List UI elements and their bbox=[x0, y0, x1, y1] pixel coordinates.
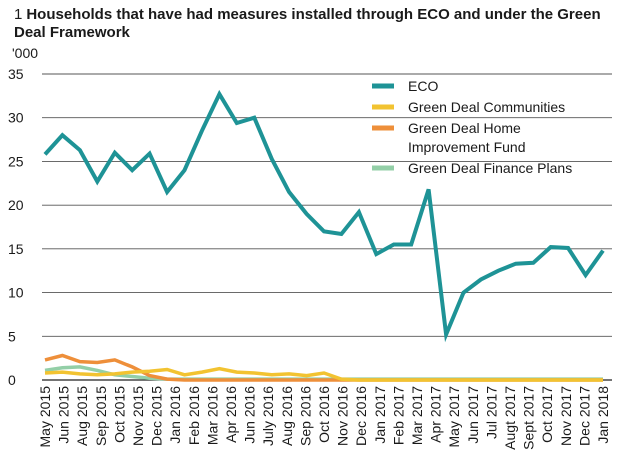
y-tick-label: 35 bbox=[8, 66, 24, 82]
series-line-green-deal-communities bbox=[44, 366, 603, 382]
x-tick-label: Jan 2018 bbox=[595, 386, 611, 444]
x-tick-label: Augt 2017 bbox=[502, 386, 518, 450]
x-tick-label: Dec 2015 bbox=[149, 386, 165, 446]
x-tick-label: Apr 2017 bbox=[428, 386, 444, 443]
x-tick-label: Nov 2017 bbox=[558, 386, 574, 446]
x-tick-label: Mar 2017 bbox=[409, 386, 425, 445]
legend-label: ECO bbox=[408, 78, 438, 94]
x-tick-label: Sep 2015 bbox=[93, 386, 109, 446]
x-tick-label: May 2017 bbox=[446, 386, 462, 448]
x-tick-label: Aug 2016 bbox=[279, 386, 295, 446]
y-tick-label: 15 bbox=[8, 241, 24, 257]
series-line-eco bbox=[43, 89, 605, 343]
x-tick-label: Feb 2017 bbox=[390, 386, 406, 445]
x-tick-label: Jun 2017 bbox=[465, 386, 481, 444]
legend-label: Improvement Fund bbox=[408, 139, 526, 155]
x-tick-label: Feb 2016 bbox=[186, 386, 202, 445]
x-tick-label: Apr 2016 bbox=[223, 386, 239, 443]
x-tick-label: Oct 2015 bbox=[111, 386, 127, 443]
x-tick-label: Dec 2017 bbox=[576, 386, 592, 446]
x-tick-label: Aug 2015 bbox=[74, 386, 90, 446]
chart-title-text: Households that have had measures instal… bbox=[14, 6, 601, 41]
legend-label: Green Deal Communities bbox=[408, 99, 565, 115]
y-tick-label: 30 bbox=[8, 110, 24, 126]
x-tick-label: Oct 2016 bbox=[316, 386, 332, 443]
x-tick-label: Sept 2017 bbox=[521, 386, 537, 450]
x-tick-label: Mar 2016 bbox=[204, 386, 220, 445]
x-tick-label: Sep 2016 bbox=[297, 386, 313, 446]
chart-title-number: 1 bbox=[14, 6, 23, 23]
y-tick-label: 25 bbox=[8, 153, 24, 169]
x-tick-label: Jul 2017 bbox=[483, 386, 499, 439]
x-tick-label: Dec 2016 bbox=[353, 386, 369, 446]
y-axis-unit: '000 bbox=[12, 45, 39, 61]
y-tick-label: 0 bbox=[8, 372, 16, 388]
chart-title: 1 Households that have had measures insta… bbox=[14, 6, 614, 42]
x-tick-label: Nov 2016 bbox=[335, 386, 351, 446]
x-tick-label: Jun 2015 bbox=[56, 386, 72, 444]
legend-label: Green Deal Home bbox=[408, 120, 521, 136]
x-tick-label: Jan 2017 bbox=[372, 386, 388, 444]
y-tick-label: 10 bbox=[8, 285, 24, 301]
x-tick-label: July 2016 bbox=[260, 386, 276, 446]
x-tick-label: Nov 2015 bbox=[130, 386, 146, 446]
x-tick-label: Jun 2016 bbox=[242, 386, 258, 444]
x-tick-label: May 2015 bbox=[37, 386, 53, 448]
x-tick-label: Jan 2016 bbox=[167, 386, 183, 444]
legend-label: Green Deal Finance Plans bbox=[408, 160, 572, 176]
y-tick-label: 5 bbox=[8, 328, 16, 344]
y-tick-label: 20 bbox=[8, 197, 24, 213]
x-tick-label: Oct 2017 bbox=[539, 386, 555, 443]
